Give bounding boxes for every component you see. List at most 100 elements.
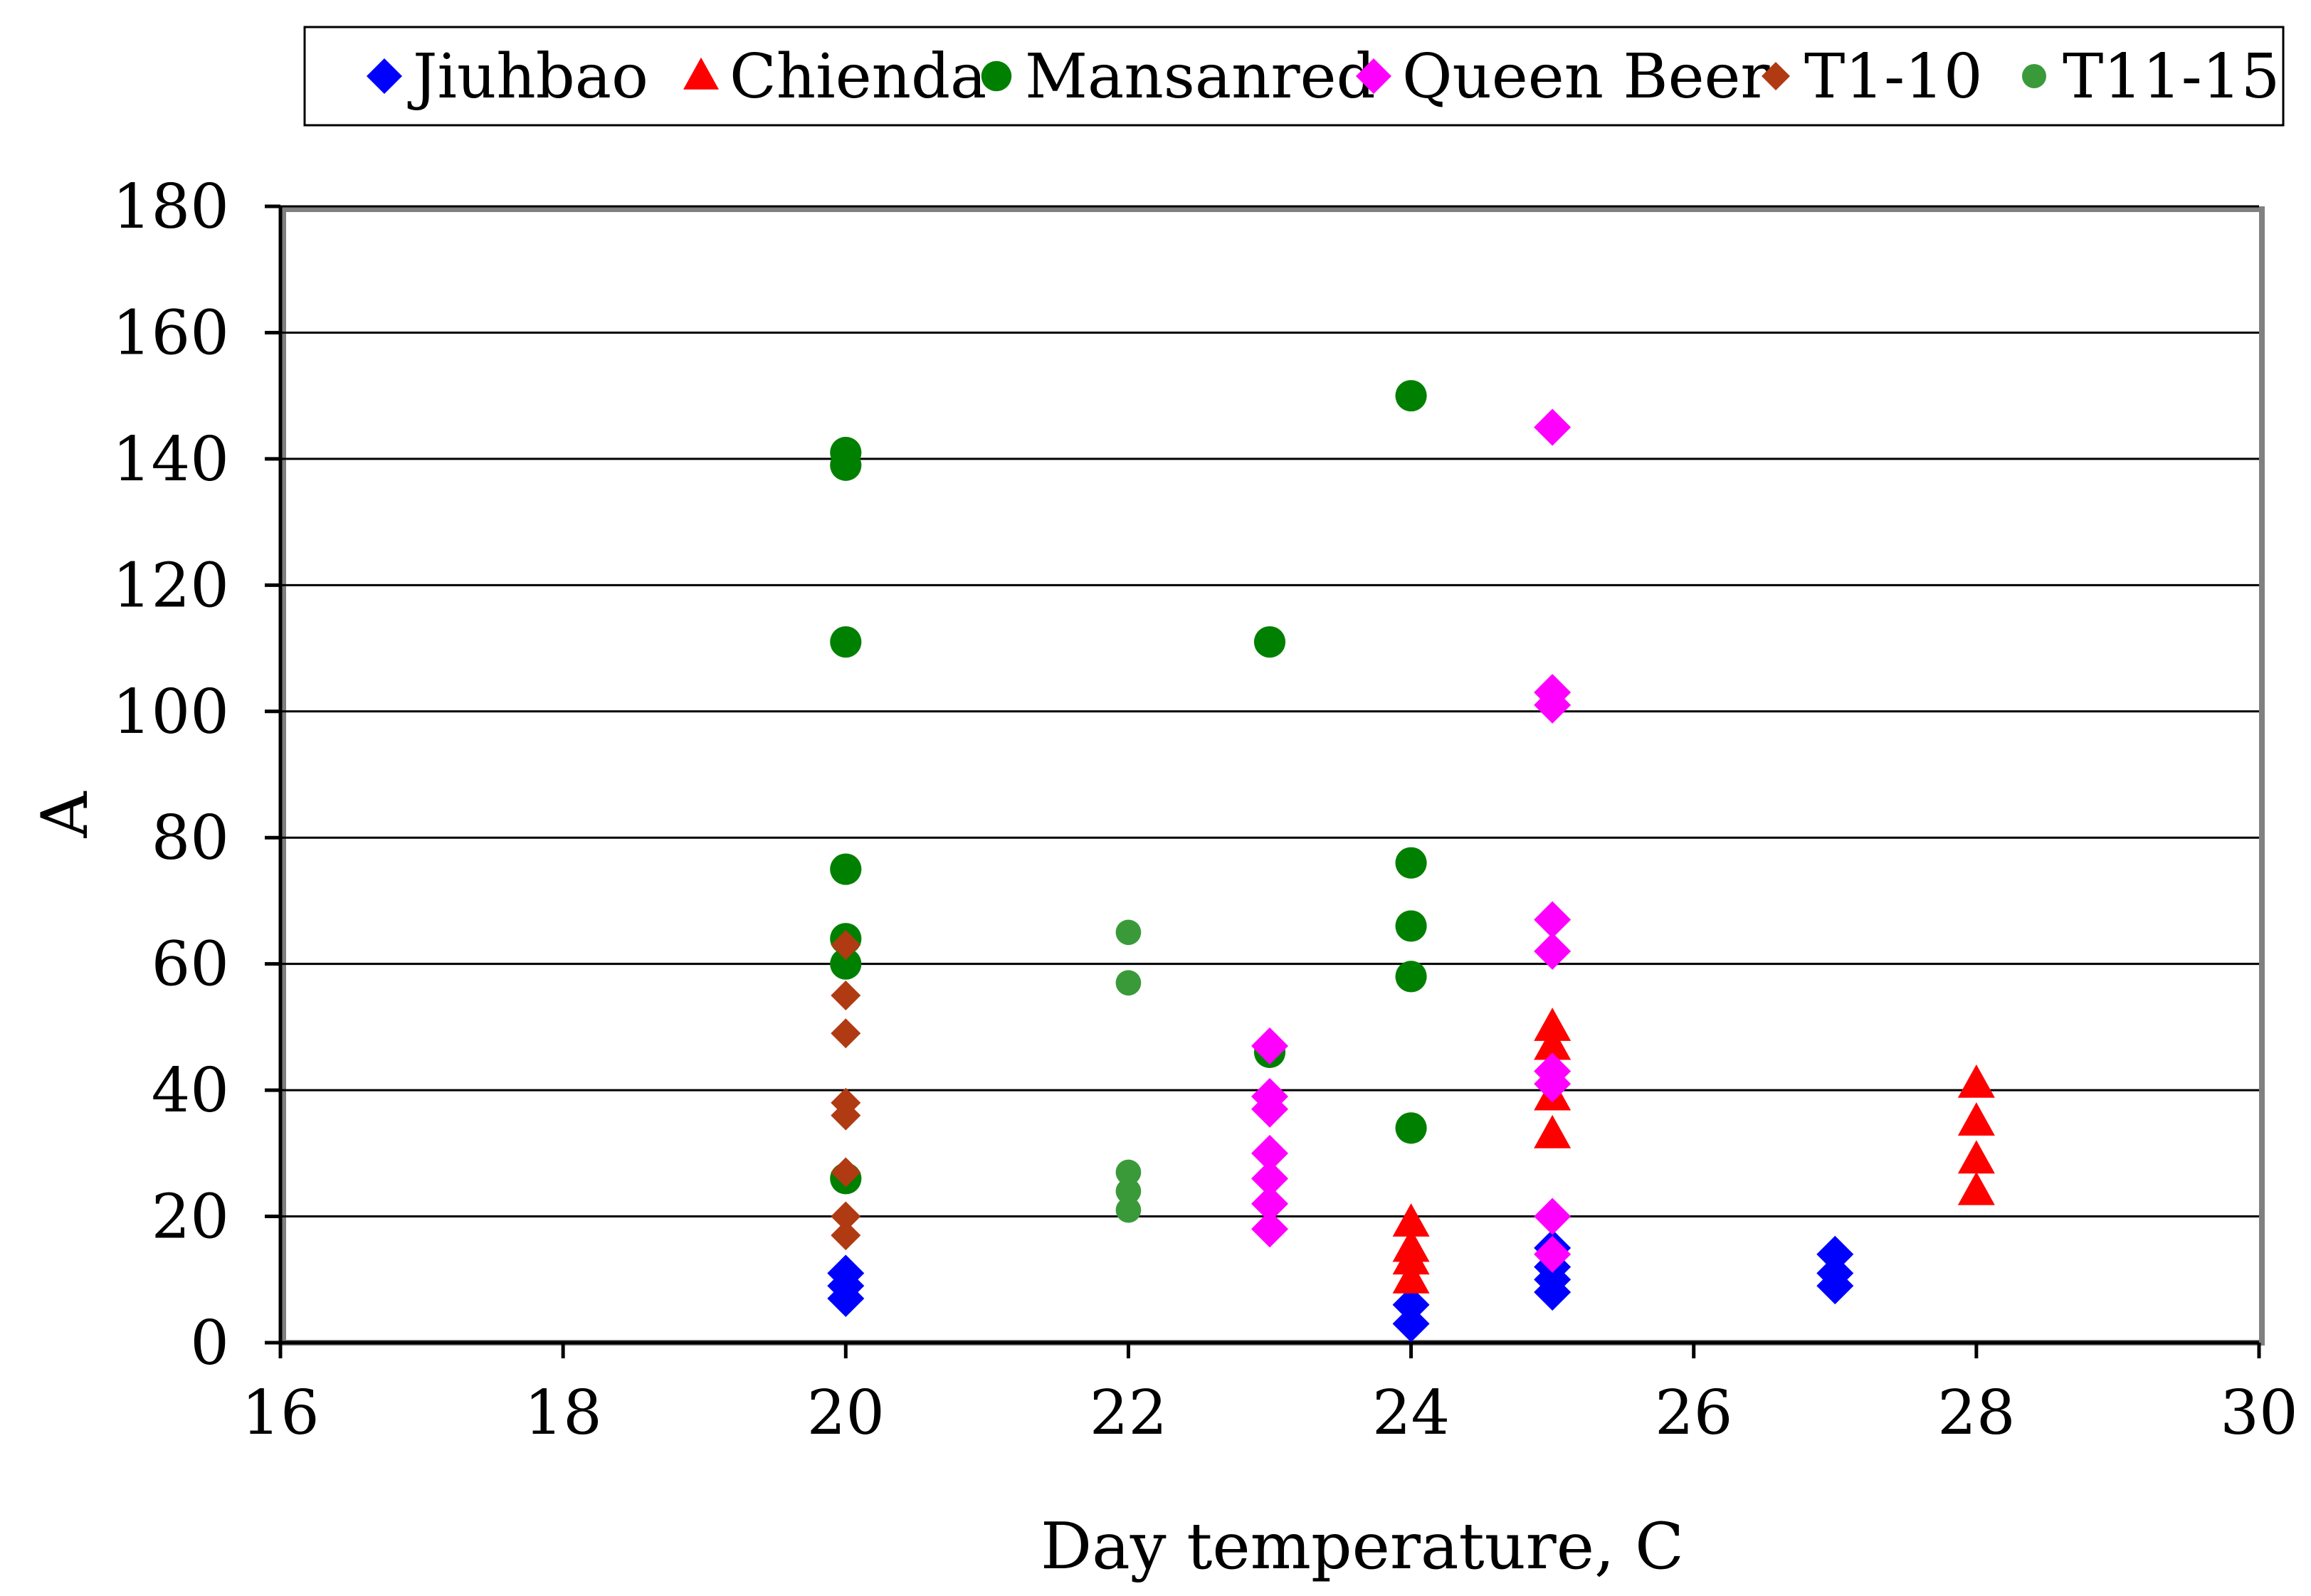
x-tick-label: 30 [2220,1378,2297,1449]
y-tick-label: 80 [152,803,229,874]
legend-item: Chienda [683,41,986,112]
data-point [1251,1027,1288,1065]
data-point [1534,674,1572,712]
data-point [1395,380,1427,412]
data-point [1534,1052,1572,1090]
data-point [1534,1026,1572,1060]
data-point [1392,1305,1430,1343]
y-tick-label: 20 [152,1182,229,1253]
data-point [1395,847,1427,879]
data-point [831,1087,861,1118]
x-tick-label: 20 [807,1378,885,1449]
legend-label: T1-10 [1804,41,1983,112]
x-axis-ticks: 16 18 20 22 24 26 28 30 [241,1343,2298,1449]
legend-label: Chienda [730,41,986,112]
legend: Jiuhbao Chienda Mansanred Queen Beer T1-10 T1… [303,26,2285,127]
grid-lines [280,205,2259,1218]
data-point [1957,1140,1995,1174]
data-point [830,853,862,885]
data-point [1534,1008,1572,1041]
x-tick-label: 24 [1372,1378,1450,1449]
data-point [831,1018,861,1049]
series-queen-beer [1251,408,1572,1273]
series-jiuhbao [827,1229,1854,1343]
data-point [1534,408,1572,446]
legend-item: Mansanred [981,41,1376,112]
legend-marker [367,58,402,94]
data-point [1395,910,1427,942]
data-point [1392,1228,1430,1262]
x-tick-label: 26 [1655,1378,1732,1449]
legend-marker [683,57,719,90]
data-point [830,626,862,658]
data-point [1115,1178,1142,1204]
y-tick-label: 160 [112,297,229,369]
legend-marker [981,60,1012,92]
legend-item: T1-10 [1762,41,1983,112]
legend-item: Queen Beer [1356,41,1770,112]
y-tick-label: 180 [112,171,229,243]
data-point [1957,1102,1995,1136]
x-tick-label: 28 [1937,1378,2015,1449]
data-point [1534,1235,1572,1273]
legend-marker [2022,64,2046,88]
data-point [1816,1254,1854,1292]
y-tick-label: 60 [152,929,229,1000]
series-t11-15 [1115,919,1142,1223]
data-point [1957,1171,1995,1205]
legend-item: Jiuhbao [367,41,648,112]
x-axis-title: Day temperature, C [1041,1509,1684,1584]
data-point [1251,1077,1288,1115]
data-point [1392,1203,1430,1237]
x-tick-label: 18 [524,1378,601,1449]
y-tick-label: 0 [190,1308,229,1379]
data-point [830,948,862,980]
data-point [1957,1064,1995,1098]
data-point [1115,970,1142,996]
data-point [1534,932,1572,970]
data-point [827,1254,865,1292]
plot-area [278,205,2265,1346]
data-point [831,1220,861,1251]
data-point [1392,1259,1430,1294]
data-point [1395,1112,1427,1144]
y-tick-label: 140 [112,424,229,495]
data-point [1251,1185,1288,1222]
legend-label: T11-15 [2063,41,2280,112]
data-point [1115,1197,1142,1223]
data-point [1253,626,1286,658]
data-point [1395,961,1427,993]
data-point [1534,1198,1572,1235]
data-point [1251,1210,1288,1248]
y-tick-label: 100 [112,677,229,748]
series-chienda [1392,1008,1995,1294]
legend-label: Mansanred [1025,41,1376,112]
data-points [827,380,1995,1343]
legend-label: Queen Beer [1402,41,1770,112]
x-tick-label: 22 [1090,1378,1167,1449]
series-t1-10 [831,930,861,1251]
data-point [1251,1134,1288,1172]
data-point [1115,1159,1142,1185]
data-point [830,436,862,469]
y-axis-ticks: 0 20 40 60 80 100 120 140 160 180 [112,171,280,1379]
series-mansanred [830,380,1427,1195]
data-point [1534,901,1572,939]
data-point [1816,1235,1854,1273]
data-point [1392,1286,1430,1323]
legend-marker [1762,62,1790,90]
data-point [831,1201,861,1232]
data-point [1115,919,1142,946]
y-axis-title: A [28,791,102,839]
data-point [1251,1160,1288,1198]
legend-box [303,26,2285,127]
data-point [831,930,861,961]
x-tick-label: 16 [241,1378,319,1449]
data-point [831,981,861,1011]
data-point [1534,1114,1572,1148]
data-point [831,1157,861,1188]
y-tick-label: 120 [112,550,229,621]
legend-marker [1356,58,1391,94]
